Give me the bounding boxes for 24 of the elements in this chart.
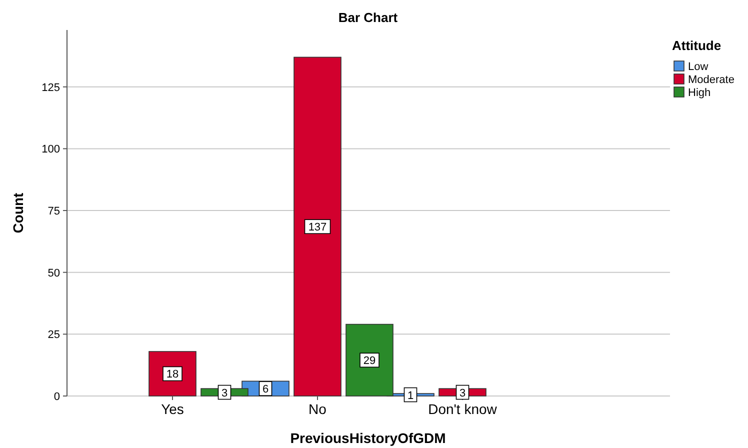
legend-label: Low — [688, 61, 708, 73]
data-label: 137 — [308, 222, 327, 234]
bar — [294, 56, 342, 396]
data-label: 3 — [459, 387, 466, 400]
legend-label: Moderate — [688, 74, 734, 86]
x-tick-label: Don't know — [428, 401, 498, 417]
y-tick-label: 50 — [48, 267, 60, 280]
y-tick-label: 25 — [48, 329, 60, 342]
y-tick-label: 125 — [42, 82, 60, 94]
chart-title: Bar Chart — [338, 10, 398, 25]
y-axis-title: Count — [10, 192, 26, 234]
y-tick-label: 75 — [48, 206, 60, 218]
legend-label: High — [688, 87, 711, 99]
legend-title: Attitude — [672, 38, 722, 53]
data-label: 18 — [166, 368, 179, 381]
data-label: 29 — [363, 355, 376, 368]
x-tick-label: No — [308, 401, 327, 417]
data-label: 3 — [221, 387, 228, 400]
x-axis-title: PreviousHistoryOfGDM — [290, 430, 446, 446]
y-tick-label: 100 — [42, 144, 60, 156]
x-tick-label: Yes — [161, 401, 184, 417]
y-tick-label: 0 — [54, 391, 60, 403]
data-label: 1 — [407, 390, 414, 402]
data-label: 6 — [262, 384, 269, 396]
